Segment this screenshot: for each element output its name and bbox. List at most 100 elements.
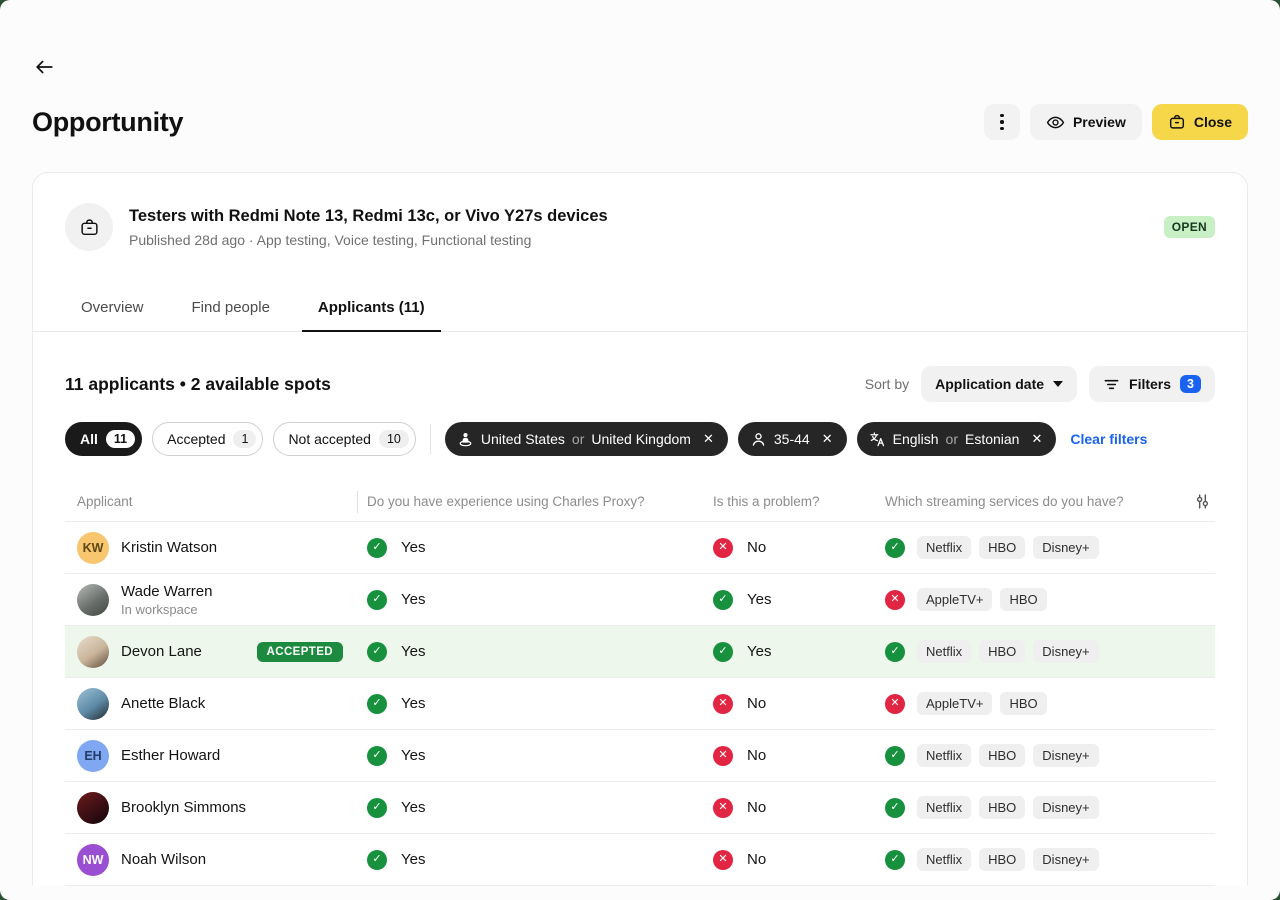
applicant-name: Kristin Watson bbox=[121, 539, 218, 556]
opportunity-title: Testers with Redmi Note 13, Redmi 13c, o… bbox=[129, 206, 608, 225]
clear-filters-link[interactable]: Clear filters bbox=[1070, 431, 1148, 447]
service-tags: AppleTV+ HBO bbox=[917, 588, 1047, 611]
table-row[interactable]: Anette Black ✓ Yes ✕ No ✕ AppleTV+ HBO bbox=[65, 678, 1215, 730]
filter-chip-language[interactable]: English or Estonian ✕ bbox=[856, 422, 1057, 456]
services-status-icon: ✓ bbox=[885, 537, 905, 558]
service-tag: HBO bbox=[1000, 588, 1047, 611]
experience-answer: Yes bbox=[401, 539, 426, 556]
services-status-icon: ✓ bbox=[885, 849, 905, 870]
filters-button[interactable]: Filters 3 bbox=[1089, 366, 1215, 402]
column-header-experience: Do you have experience using Charles Pro… bbox=[357, 494, 703, 509]
filters-count-badge: 3 bbox=[1180, 375, 1201, 393]
table-row[interactable]: Brooklyn Simmons ✓ Yes ✕ No ✓ Netflix HBO… bbox=[65, 782, 1215, 834]
experience-answer: Yes bbox=[401, 643, 426, 660]
service-tag: Netflix bbox=[917, 796, 972, 819]
problem-answer: No bbox=[747, 539, 767, 556]
problem-status-icon: ✕ bbox=[713, 849, 733, 870]
applicant-name: Anette Black bbox=[121, 695, 206, 712]
experience-status-icon: ✓ bbox=[367, 589, 387, 610]
filter-pill-accepted-count: 1 bbox=[233, 430, 257, 448]
chip-language-value2: Estonian bbox=[964, 431, 1020, 447]
table-row[interactable]: KW Kristin Watson ✓ Yes ✕ No ✓ Netflix HB… bbox=[65, 522, 1215, 574]
status-badge: OPEN bbox=[1163, 216, 1215, 238]
chevron-down-icon bbox=[1053, 381, 1064, 387]
tab-find-people[interactable]: Find people bbox=[176, 299, 286, 331]
sliders-icon bbox=[1194, 493, 1211, 510]
filter-pill-all-count: 11 bbox=[105, 430, 136, 448]
experience-answer: Yes bbox=[401, 591, 426, 608]
service-tag: Disney+ bbox=[1033, 536, 1099, 559]
opportunity-header: Testers with Redmi Note 13, Redmi 13c, o… bbox=[33, 173, 1247, 277]
problem-answer: Yes bbox=[747, 591, 772, 608]
column-settings-button[interactable] bbox=[1192, 491, 1213, 512]
more-options-button[interactable] bbox=[983, 104, 1020, 140]
preview-button[interactable]: Preview bbox=[1029, 104, 1142, 140]
services-status-icon: ✓ bbox=[885, 745, 905, 766]
filter-chip-age[interactable]: 35-44 ✕ bbox=[737, 422, 847, 456]
table-row[interactable]: Devon Lane ACCEPTED ✓ Yes ✓ Yes ✓ Netfli… bbox=[65, 626, 1215, 678]
problem-answer: No bbox=[747, 695, 767, 712]
column-header-problem: Is this a problem? bbox=[713, 494, 820, 509]
service-tag: Netflix bbox=[917, 744, 972, 767]
service-tag: Disney+ bbox=[1033, 796, 1099, 819]
close-x-icon[interactable]: ✕ bbox=[701, 429, 716, 449]
table-row[interactable]: NW Noah Wilson ✓ Yes ✕ No ✓ Netflix HBO Di… bbox=[65, 834, 1215, 886]
top-bar: Opportunity Preview Close bbox=[0, 0, 1280, 140]
kebab-menu-icon bbox=[1000, 113, 1004, 131]
briefcase-icon bbox=[1168, 113, 1186, 131]
service-tag: Netflix bbox=[917, 536, 972, 559]
accepted-badge: ACCEPTED bbox=[256, 641, 343, 662]
chip-language-conjunction: or bbox=[945, 431, 958, 447]
tab-overview[interactable]: Overview bbox=[65, 299, 160, 331]
filter-pill-not-accepted-count: 10 bbox=[378, 430, 409, 448]
table-header: Applicant Do you have experience using C… bbox=[65, 482, 1215, 522]
filter-pill-not-accepted[interactable]: Not accepted 10 bbox=[273, 422, 416, 456]
service-tags: Netflix HBO Disney+ bbox=[917, 796, 1099, 819]
problem-answer: No bbox=[747, 799, 767, 816]
problem-status-icon: ✕ bbox=[713, 537, 733, 558]
opportunity-card: Testers with Redmi Note 13, Redmi 13c, o… bbox=[32, 172, 1248, 886]
filter-pill-all-label: All bbox=[80, 431, 98, 447]
chip-location-conjunction: or bbox=[571, 431, 585, 447]
briefcase-icon bbox=[79, 217, 100, 238]
street-view-icon bbox=[457, 431, 474, 448]
filter-pill-accepted[interactable]: Accepted 1 bbox=[152, 422, 264, 456]
service-tags: Netflix HBO Disney+ bbox=[917, 848, 1099, 871]
tab-bar: Overview Find people Applicants (11) bbox=[33, 299, 1247, 332]
tab-applicants[interactable]: Applicants (11) bbox=[301, 299, 441, 332]
close-button-label: Close bbox=[1193, 114, 1232, 130]
avatar: KW bbox=[77, 531, 109, 564]
applicant-name: Devon Lane bbox=[121, 643, 202, 660]
opportunity-avatar bbox=[65, 203, 113, 251]
service-tags: Netflix HBO Disney+ bbox=[917, 536, 1099, 559]
problem-answer: No bbox=[747, 747, 767, 764]
service-tags: Netflix HBO Disney+ bbox=[917, 744, 1099, 767]
applicant-name: Brooklyn Simmons bbox=[121, 799, 247, 816]
table-row[interactable]: EH Esther Howard ✓ Yes ✕ No ✓ Netflix HBO… bbox=[65, 730, 1215, 782]
eye-icon bbox=[1046, 113, 1065, 132]
sort-dropdown[interactable]: Application date bbox=[921, 366, 1078, 402]
service-tag: HBO bbox=[979, 536, 1026, 559]
chip-location-value1: United States bbox=[480, 431, 565, 447]
service-tag: HBO bbox=[979, 744, 1026, 767]
sort-by-label: Sort by bbox=[864, 376, 910, 392]
problem-status-icon: ✕ bbox=[713, 797, 733, 818]
table-row[interactable]: Wade Warren In workspace ✓ Yes ✓ Yes ✕ A… bbox=[65, 574, 1215, 626]
close-x-icon[interactable]: ✕ bbox=[820, 429, 835, 449]
filter-pill-all[interactable]: All 11 bbox=[65, 422, 143, 456]
experience-answer: Yes bbox=[401, 851, 426, 868]
opportunity-meta: Published 28d ago · App testing, Voice t… bbox=[129, 231, 532, 248]
page-title: Opportunity bbox=[32, 106, 184, 137]
filter-chip-location[interactable]: United States or United Kingdom ✕ bbox=[444, 422, 728, 456]
translate-icon bbox=[869, 431, 886, 448]
close-x-icon[interactable]: ✕ bbox=[1029, 429, 1044, 449]
experience-status-icon: ✓ bbox=[367, 745, 387, 766]
back-button[interactable] bbox=[32, 54, 60, 80]
service-tags: Netflix HBO Disney+ bbox=[917, 640, 1099, 663]
avatar bbox=[77, 687, 109, 720]
close-button[interactable]: Close bbox=[1151, 104, 1248, 140]
service-tag: AppleTV+ bbox=[917, 692, 993, 715]
problem-status-icon: ✕ bbox=[713, 693, 733, 714]
experience-status-icon: ✓ bbox=[367, 641, 387, 662]
filter-lines-icon bbox=[1103, 376, 1120, 393]
